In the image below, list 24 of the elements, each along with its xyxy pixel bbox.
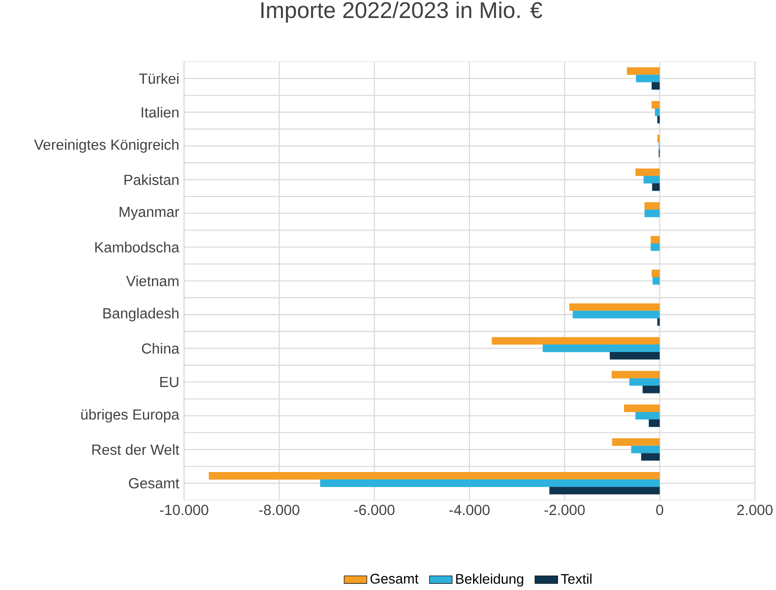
y-tick-label: Pakistan xyxy=(124,174,178,186)
legend-label: Bekleidung xyxy=(456,574,524,587)
x-tick-label: -2.000 xyxy=(544,504,585,516)
legend-label: Textil xyxy=(560,574,592,584)
y-tick-label: Gesamt xyxy=(128,478,180,488)
y-tick-label: Myanmar xyxy=(120,206,180,220)
chart-title: Importe 2022/2023 in Mio. € xyxy=(261,2,542,23)
y-tick-label: Rest der Welt xyxy=(92,444,180,455)
y-tick-label: übriges Europa xyxy=(81,408,180,423)
legend-label: Gesamt xyxy=(370,574,418,584)
y-tick-label: Vereinigtes Königreich xyxy=(34,139,178,153)
x-tick-label: -6.000 xyxy=(354,504,394,516)
y-tick-label: EU xyxy=(160,376,178,388)
x-tick-label: 2.000 xyxy=(737,504,773,516)
x-tick-label: -4.000 xyxy=(449,504,490,516)
y-tick-label: China xyxy=(142,342,180,354)
x-tick-label: 0 xyxy=(656,504,664,516)
y-tick-label: Bangladesh xyxy=(103,308,178,322)
y-tick-label: Türkei xyxy=(139,73,178,84)
x-tick-label: -8.000 xyxy=(259,504,300,516)
y-tick-label: Vietnam xyxy=(126,275,178,286)
y-tick-label: Kambodscha xyxy=(95,242,180,252)
y-tick-label: Italien xyxy=(142,106,178,118)
x-tick-label: -10.000 xyxy=(160,504,208,516)
